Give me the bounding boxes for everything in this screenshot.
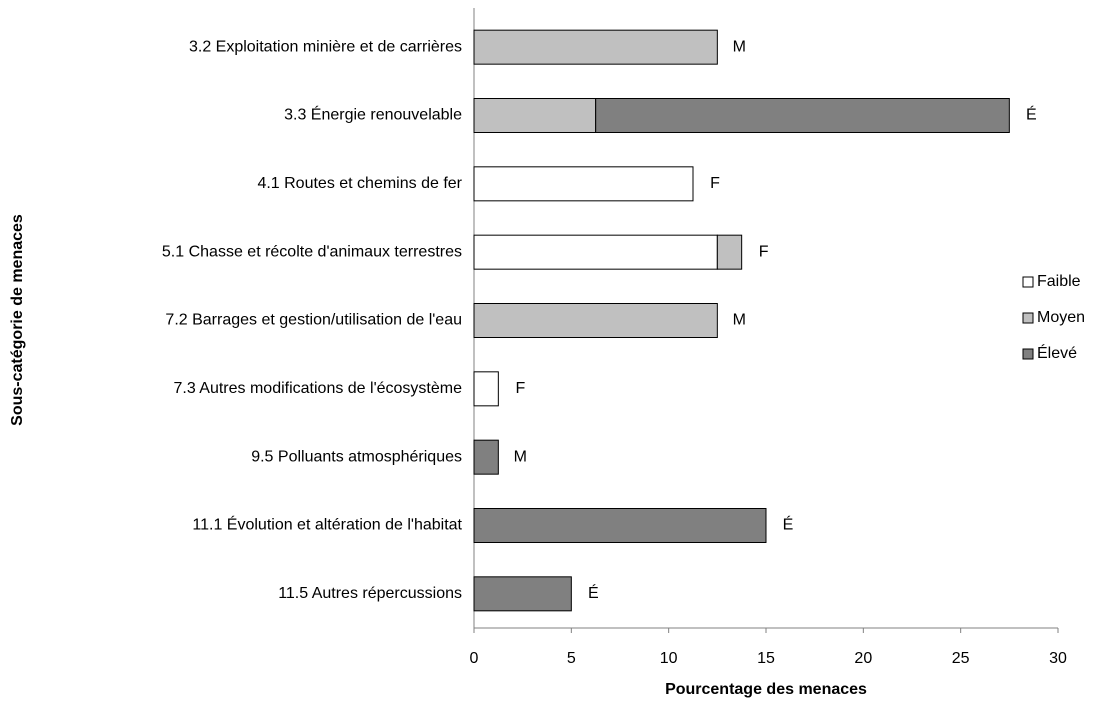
bar-annotation: M [733,312,746,329]
bar-annotation: M [733,38,746,55]
bar-annotation: M [514,448,527,465]
x-tick-label: 20 [854,650,872,667]
bar-segment [473,439,499,475]
bar-segment [473,29,718,65]
legend-swatch [1022,312,1034,324]
y-tick-label: 11.5 Autres répercussions [278,585,462,602]
legend-swatch [1022,348,1034,360]
bar-annotation: É [783,515,794,534]
x-tick-label: 0 [470,650,479,667]
legend-swatch [1022,276,1034,288]
x-tick-label: 25 [952,650,970,667]
y-tick-label: 7.3 Autres modifications de l'écosystème [173,380,462,397]
y-tick-label: 11.1 Évolution et altération de l'habita… [192,515,462,534]
y-tick-label: 9.5 Polluants atmosphériques [251,448,462,465]
bar-segment [473,98,597,133]
bar-annotation: É [1026,105,1037,124]
bar-annotation: É [588,583,599,602]
bar-segment [473,166,694,202]
x-tick-label: 5 [567,650,576,667]
bar-segment [473,508,767,543]
legend-label: Moyen [1037,309,1085,326]
y-axis-label: Sous-catégorie de menaces [9,214,26,426]
bar-segment [473,371,499,407]
x-tick-label: 10 [660,650,678,667]
bar-annotation: F [710,175,720,192]
y-tick-label: 3.2 Exploitation minière et de carrières [189,38,462,55]
y-tick-label: 4.1 Routes et chemins de fer [257,175,462,192]
y-tick-label: 7.2 Barrages et gestion/utilisation de l… [165,312,462,329]
bar-segment [716,234,743,270]
y-tick-label: 3.3 Énergie renouvelable [284,105,462,124]
y-tick-label: 5.1 Chasse et récolte d'animaux terrestr… [162,243,462,260]
x-axis-label: Pourcentage des menaces [665,681,867,698]
bar-annotation: F [515,380,525,397]
legend-label: Élevé [1037,343,1077,362]
bar-segment [595,98,1010,133]
x-tick-label: 15 [757,650,775,667]
x-tick-label: 30 [1049,650,1067,667]
legend-label: Faible [1037,273,1081,290]
bar-annotation: F [759,243,769,260]
bar-segment [473,576,572,612]
bar-segment [473,234,718,270]
bar-segment [473,303,718,338]
